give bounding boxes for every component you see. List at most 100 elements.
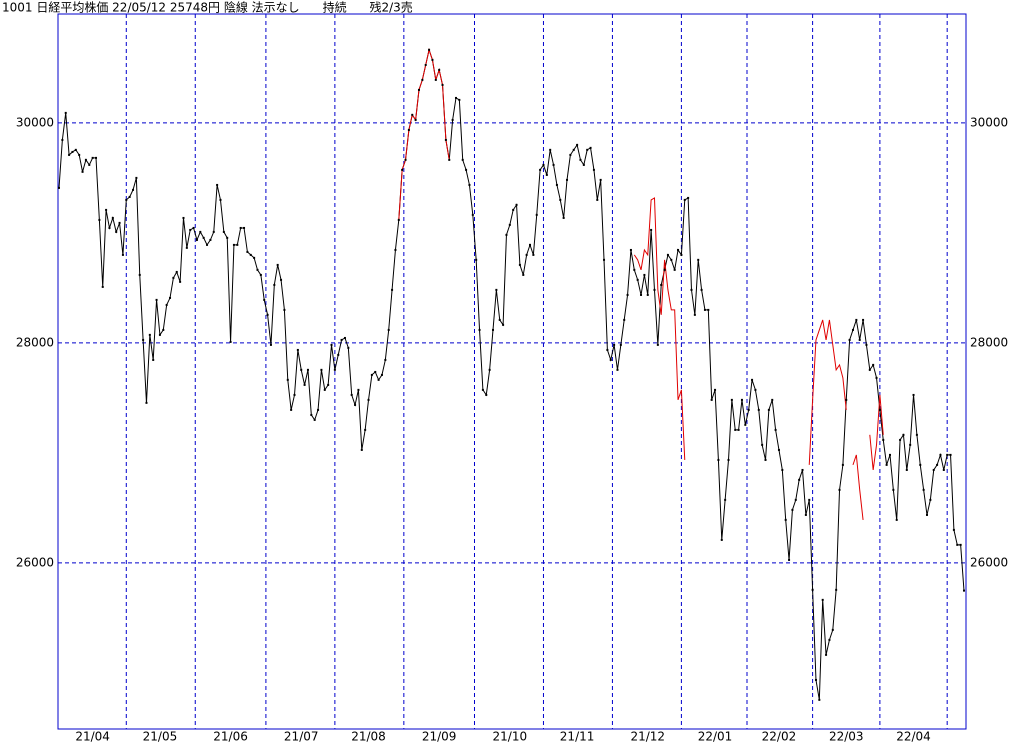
price-dot [502, 323, 505, 326]
price-dot [888, 453, 891, 456]
price-dot [158, 333, 161, 336]
price-dot [101, 285, 104, 288]
price-dot [878, 408, 881, 411]
price-dot [202, 236, 205, 239]
price-dot [121, 253, 124, 256]
price-dot [804, 513, 807, 516]
price-dot [603, 258, 606, 261]
price-dot [155, 298, 158, 301]
price-dot [401, 168, 404, 171]
price-dot [730, 398, 733, 401]
x-tick-label: 21/11 [560, 730, 595, 744]
price-dot [895, 518, 898, 521]
price-dot [690, 288, 693, 291]
price-dot [283, 308, 286, 311]
price-dot [535, 213, 538, 216]
price-dot [273, 283, 276, 286]
price-dot [892, 488, 895, 491]
chart-title: 1001 日経平均株価 22/05/12 25748円 陰線 法示なし 持続 残… [2, 0, 413, 15]
price-dot [835, 588, 838, 591]
price-dot [128, 195, 131, 198]
price-dot [764, 458, 767, 461]
price-dot [185, 246, 188, 249]
price-dot [115, 230, 118, 233]
price-dot [81, 170, 84, 173]
price-dot [276, 263, 279, 266]
y-tick-label-right: 30000 [970, 115, 1008, 129]
price-dot [337, 353, 340, 356]
price-dot [609, 358, 612, 361]
price-dot [249, 253, 252, 256]
price-dot [539, 168, 542, 171]
price-dot [182, 216, 185, 219]
price-dot [821, 598, 824, 601]
price-dot [465, 168, 468, 171]
price-dot [788, 558, 791, 561]
price-dot [841, 463, 844, 466]
price-dot [606, 348, 609, 351]
price-dot [801, 468, 804, 471]
price-dot [949, 453, 952, 456]
price-dot [195, 238, 198, 241]
price-dot [434, 78, 437, 81]
price-dot [407, 128, 410, 131]
price-dot [286, 378, 289, 381]
price-line [633, 197, 686, 460]
price-dot [932, 468, 935, 471]
price-dot [461, 158, 464, 161]
price-dot [555, 183, 558, 186]
price-dot [125, 198, 128, 201]
price-dot [438, 68, 441, 71]
price-dot [347, 346, 350, 349]
price-dot [798, 478, 801, 481]
price-dot [179, 280, 182, 283]
x-tick-label: 21/04 [75, 730, 110, 744]
price-dot [232, 243, 235, 246]
price-dot [172, 276, 175, 279]
price-dot [592, 168, 595, 171]
price-dot [84, 158, 87, 161]
price-dot [303, 383, 306, 386]
price-dot [744, 423, 747, 426]
price-dot [522, 273, 525, 276]
price-dot [687, 196, 690, 199]
price-dot [814, 678, 817, 681]
price-dot [666, 253, 669, 256]
price-dot [263, 298, 266, 301]
price-dot [660, 283, 663, 286]
price-dot [942, 468, 945, 471]
price-dot [683, 198, 686, 201]
price-dot [138, 273, 141, 276]
price-dot [525, 253, 528, 256]
price-dot [323, 388, 326, 391]
price-dot [216, 183, 219, 186]
price-dot [269, 343, 272, 346]
price-line [869, 394, 884, 471]
price-dot [643, 273, 646, 276]
price-dot [922, 488, 925, 491]
price-dot [919, 463, 922, 466]
price-dot [670, 258, 673, 261]
price-dot [714, 388, 717, 391]
price-dot [576, 143, 579, 146]
price-dot [518, 263, 521, 266]
price-dot [653, 288, 656, 291]
price-dot [872, 363, 875, 366]
price-dot [559, 198, 562, 201]
price-dot [710, 398, 713, 401]
price-line [852, 454, 864, 520]
price-dot [572, 148, 575, 151]
price-dot [330, 343, 333, 346]
price-dot [142, 338, 145, 341]
price-dot [135, 176, 138, 179]
price-dot [633, 268, 636, 271]
price-dot [761, 443, 764, 446]
x-tick-label: 21/09 [422, 730, 457, 744]
price-dot [579, 158, 582, 161]
price-dot [875, 376, 878, 379]
price-dot [441, 83, 444, 86]
price-dot [925, 513, 928, 516]
price-dot [222, 230, 225, 233]
price-dot [757, 408, 760, 411]
